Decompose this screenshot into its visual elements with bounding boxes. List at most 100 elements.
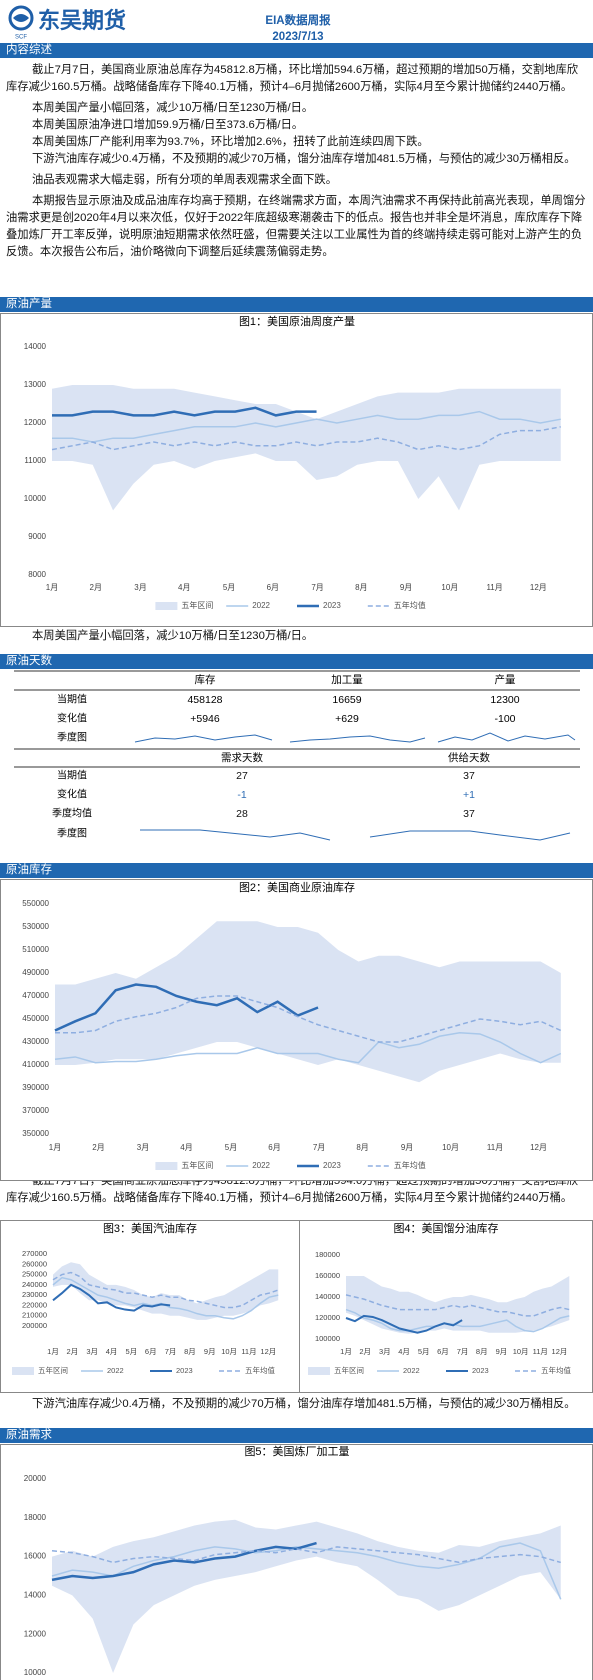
legend-swatch bbox=[155, 1162, 178, 1170]
section-bar: 原油产量 bbox=[0, 297, 593, 312]
x-tick-label: 9月 bbox=[496, 1347, 508, 1356]
note: 本周美国产量小幅回落，减少10万桶/日至1230万桶/日。 bbox=[0, 628, 593, 645]
figure-box: 图1：美国原油周度产量 8000 9000 10000 11000 12000 13000 1… bbox=[0, 313, 593, 627]
x-tick-label: 6月 bbox=[268, 1143, 280, 1152]
cell: 458128 bbox=[187, 694, 222, 706]
chart-title: 图3：美国汽油库存 bbox=[103, 1221, 197, 1235]
y-tick-label: 160000 bbox=[315, 1271, 340, 1280]
logo-mark: SCF bbox=[15, 35, 27, 41]
y-tick-label: 9000 bbox=[28, 532, 46, 541]
y-tick-label: 250000 bbox=[22, 1270, 47, 1279]
x-tick-label: 12月 bbox=[552, 1347, 568, 1356]
x-tick-label: 3月 bbox=[379, 1347, 391, 1356]
legend-label: 五年区间 bbox=[38, 1365, 68, 1375]
x-tick-label: 8月 bbox=[184, 1347, 196, 1356]
report-title: EIA数据周报 bbox=[265, 13, 331, 27]
legend-label: 五年区间 bbox=[181, 600, 213, 610]
y-tick-label: 12000 bbox=[24, 1629, 47, 1638]
x-tick-label: 12月 bbox=[530, 583, 547, 592]
legend-label: 2023 bbox=[323, 601, 341, 610]
x-tick-label: 5月 bbox=[418, 1347, 430, 1356]
x-tick-label: 3月 bbox=[86, 1347, 98, 1356]
section-bar: 原油需求 bbox=[0, 1428, 593, 1443]
column-header: 加工量 bbox=[331, 674, 363, 686]
y-tick-label: 260000 bbox=[22, 1259, 47, 1268]
report-date: 2023/7/13 bbox=[272, 31, 323, 43]
y-tick-label: 240000 bbox=[22, 1280, 47, 1289]
cell: 37 bbox=[463, 770, 475, 782]
sparkline bbox=[140, 829, 331, 841]
series-line bbox=[345, 1314, 463, 1334]
legend-label: 五年区间 bbox=[181, 1160, 213, 1170]
x-tick-label: 7月 bbox=[313, 1143, 325, 1152]
chart: 图2：美国商业原油库存 350000 370000 390000 410000 43000… bbox=[22, 880, 562, 1170]
x-tick-label: 8月 bbox=[355, 583, 367, 592]
y-tick-label: 270000 bbox=[22, 1249, 47, 1258]
y-tick-label: 180000 bbox=[315, 1250, 340, 1259]
legend-label: 2022 bbox=[403, 1366, 420, 1375]
note: 下游汽油库存减少0.4万桶，不及预期的减少70万桶，馏分油库存增加481.5万桶… bbox=[0, 1396, 593, 1413]
x-tick-label: 8月 bbox=[356, 1143, 368, 1152]
x-tick-label: 2月 bbox=[90, 583, 102, 592]
x-tick-label: 9月 bbox=[204, 1347, 216, 1356]
legend-label: 2022 bbox=[252, 601, 270, 610]
y-tick-label: 390000 bbox=[22, 1083, 49, 1092]
row-label: 季度图 bbox=[57, 731, 87, 744]
header: SCF 东吴期货 EIA数据周报 2023/7/13 bbox=[0, 0, 593, 45]
y-tick-label: 470000 bbox=[22, 991, 49, 1000]
paragraph: 下游汽油库存减少0.4万桶，不及预期的减少70万桶，馏分油库存增加481.5万桶… bbox=[31, 1398, 576, 1410]
series-line bbox=[52, 406, 317, 417]
x-tick-label: 7月 bbox=[165, 1347, 177, 1356]
chart: 图3：美国汽油库存2000002100002200002300002400002… bbox=[12, 1221, 279, 1375]
figure-box: 图3：美国汽油库存 200000 210000 220000 230000 240000 2… bbox=[0, 1220, 300, 1393]
y-tick-label: 220000 bbox=[22, 1300, 47, 1309]
legend-swatch bbox=[308, 1367, 330, 1375]
series-line bbox=[51, 1546, 561, 1564]
figure-box: 图2：美国商业原油库存 350000 370000 390000 410000 43000… bbox=[0, 879, 593, 1181]
row-label: 当期值 bbox=[57, 769, 87, 782]
overlapped-text: 截止7月7日，美国商业原油总库存为45812.8万桶，环比增加594.6万桶，超… bbox=[0, 1181, 593, 1209]
column-header: 需求天数 bbox=[221, 751, 263, 764]
legend-label: 五年均值 bbox=[394, 1160, 426, 1170]
y-tick-label: 13000 bbox=[24, 380, 47, 389]
y-tick-label: 20000 bbox=[24, 1474, 47, 1483]
sparkline bbox=[437, 732, 576, 743]
series-line bbox=[345, 1294, 570, 1317]
series-line bbox=[52, 1271, 279, 1309]
y-tick-label: 550000 bbox=[22, 899, 49, 908]
chart-title: 图2：美国商业原油库存 bbox=[239, 880, 355, 894]
sparkline bbox=[134, 734, 273, 743]
days-table: 库存 加工量 产量 当期值 458128 16659 12300 变化值 +5946 +629 -1… bbox=[0, 670, 593, 852]
series-line bbox=[345, 1308, 570, 1333]
chart: 图5：美国炼厂加工量 10000 12000 14000 16000 18000 20000 bbox=[24, 1444, 562, 1677]
row-label: 变化值 bbox=[57, 788, 87, 801]
legend-label: 2023 bbox=[472, 1366, 489, 1375]
y-tick-label: 14000 bbox=[24, 1591, 47, 1600]
y-tick-label: 200000 bbox=[22, 1321, 47, 1330]
cell: 27 bbox=[236, 770, 248, 782]
y-tick-label: 450000 bbox=[22, 1014, 49, 1023]
x-tick-label: 7月 bbox=[311, 583, 323, 592]
row-label: 季度均值 bbox=[52, 807, 92, 820]
x-tick-label: 10月 bbox=[441, 583, 458, 592]
x-tick-label: 7月 bbox=[457, 1347, 469, 1356]
x-tick-label: 4月 bbox=[178, 583, 190, 592]
y-tick-label: 210000 bbox=[22, 1311, 47, 1320]
sparkline bbox=[369, 830, 571, 841]
cell: -100 bbox=[494, 713, 515, 725]
x-tick-label: 1月 bbox=[340, 1347, 352, 1356]
column-header: 供给天数 bbox=[448, 751, 490, 764]
column-header: 产量 bbox=[495, 673, 516, 686]
paragraph: 下游汽油库存减少0.4万桶，不及预期的减少70万桶，馏分油库存增加481.5万桶… bbox=[31, 153, 576, 165]
legend-swatch bbox=[155, 602, 178, 610]
header-graphic: SCF 东吴期货 EIA数据周报 2023/7/13 bbox=[8, 5, 331, 43]
y-tick-label: 11000 bbox=[24, 456, 46, 465]
x-tick-label: 9月 bbox=[400, 583, 412, 592]
logo-icon bbox=[13, 14, 29, 22]
y-tick-label: 370000 bbox=[22, 1106, 49, 1115]
paragraph: 本期报告显示原油及成品油库存均高于预期，在终端需求方面，本周汽油需求不再保持此前… bbox=[6, 195, 586, 258]
x-tick-label: 4月 bbox=[180, 1143, 192, 1152]
cell: 28 bbox=[236, 808, 248, 820]
legend-label: 2022 bbox=[252, 1161, 270, 1170]
x-tick-label: 4月 bbox=[398, 1347, 410, 1356]
